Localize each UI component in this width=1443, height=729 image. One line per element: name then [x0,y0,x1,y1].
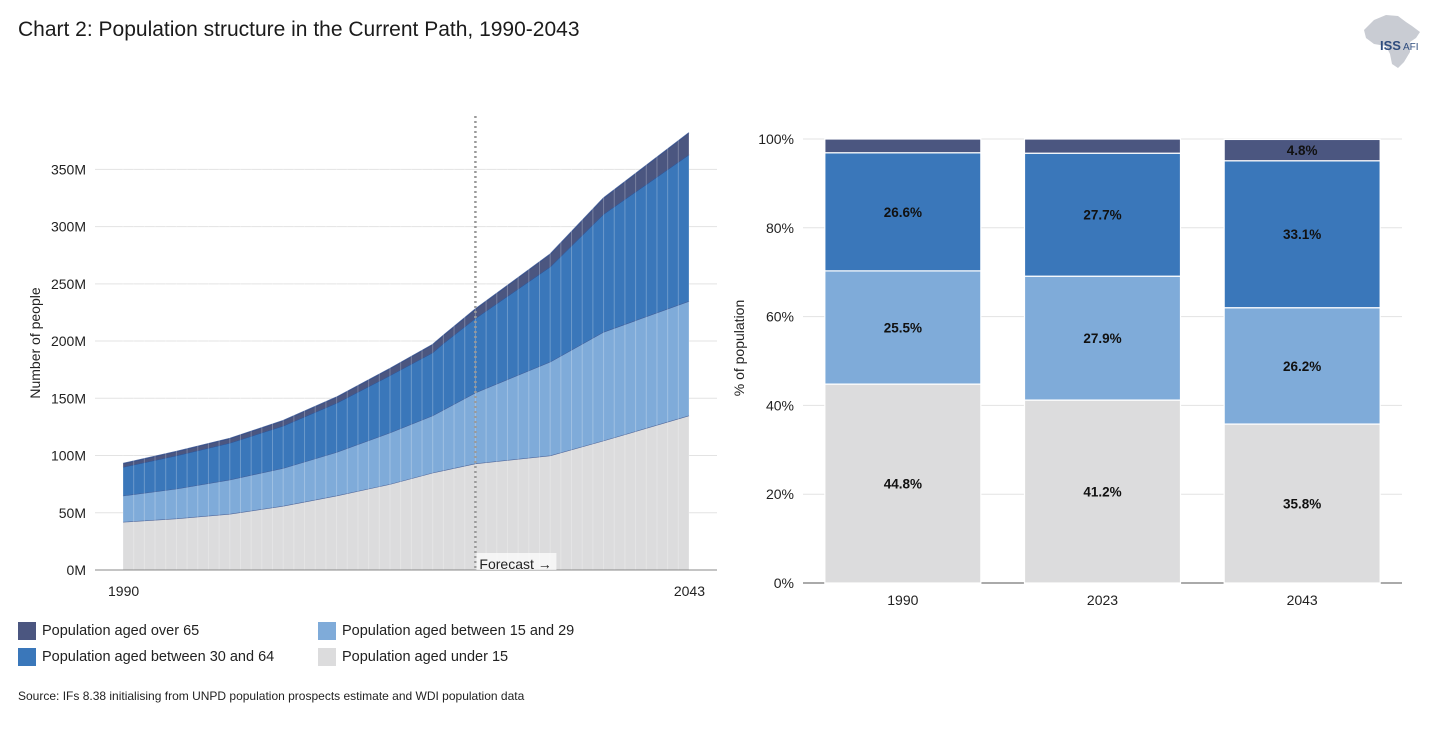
area-age30to64 [123,154,689,496]
y-tick-label: 0% [774,575,794,591]
data-label: 25.5% [884,320,922,335]
y-tick-label: 0M [67,562,86,578]
logo-main: ISS [1380,38,1401,53]
bar-segment-over65 [1023,138,1182,154]
y-tick-label: 80% [766,220,794,236]
legend-swatch-under15 [318,648,336,666]
y-tick-label: 50M [59,505,86,521]
legend-swatch-age30to64 [18,648,36,666]
source-note: Source: IFs 8.38 initialising from UNPD … [18,689,525,703]
bar-chart: 0% 20% 40% 60% 80% 100% 44.8% 25.5% 26.6% 1990 41.… [731,131,1402,608]
y-tick-label: 100M [51,448,86,464]
x-tick-label: 2043 [1287,592,1318,608]
forecast-label: Forecast → [479,556,551,572]
bar-segment-over65 [1223,138,1381,162]
legend-item-over65: Population aged over 65 [18,622,199,640]
bar-segment-age15to29 [1223,307,1381,425]
legend-item-age15to29: Population aged between 15 and 29 [318,622,574,640]
y-tick-label: 250M [51,276,86,292]
bar-segment-over65 [824,138,982,154]
legend-label: Population aged over 65 [42,623,200,639]
y-tick-label: 350M [51,161,86,177]
forecast-label-bg [476,553,557,570]
y-axis-label: % of population [731,300,747,397]
x-tick-label: 1990 [108,583,139,599]
data-label: 33.1% [1283,227,1321,242]
legend-swatch-age15to29 [318,622,336,640]
y-tick-label: 150M [51,390,86,406]
y-tick-label: 100% [758,131,794,147]
x-tick-label: 2043 [674,583,705,599]
chart-title: Chart 2: Population structure in the Cur… [18,18,580,41]
y-tick-label: 40% [766,397,794,413]
legend-item-age30to64: Population aged between 30 and 64 [18,648,274,666]
logo-sub: AFI [1402,42,1419,53]
x-tick-label: 2023 [1087,592,1118,608]
area-chart: 0M 50M 100M 150M 200M 250M 300M 350M Forecast → 1… [27,116,717,599]
data-label: 4.8% [1287,143,1318,158]
legend-label: Population aged between 30 and 64 [42,649,275,665]
bar-segment-under15 [824,383,982,584]
legend-label: Population aged under 15 [342,649,509,665]
data-label: 26.2% [1283,359,1321,374]
bar-segment-age15to29 [824,270,982,385]
y-axis-label: Number of people [27,287,43,399]
data-label: 41.2% [1083,485,1121,500]
bar-segment-age30to64 [824,152,982,272]
data-label: 27.7% [1083,208,1121,223]
area-under15 [123,415,689,570]
logo-text: ISS AFI [1380,38,1419,53]
legend-item-under15: Population aged under 15 [318,648,508,666]
legend-swatch-over65 [18,622,36,640]
bar-segment-age30to64 [1023,152,1182,277]
area-age15to29 [123,301,689,522]
area-edge-over65 [122,132,690,465]
y-tick-label: 20% [766,486,794,502]
y-tick-label: 300M [51,219,86,235]
x-tick-label: 1990 [887,592,918,608]
y-tick-label: 200M [51,333,86,349]
data-label: 44.8% [884,477,922,492]
bar-segment-under15 [1223,423,1381,584]
data-label: 26.6% [884,205,922,220]
y-tick-label: 60% [766,309,794,325]
data-label: 35.8% [1283,497,1321,512]
africa-map-icon [1364,15,1420,68]
legend-label: Population aged between 15 and 29 [342,623,575,639]
data-label: 27.9% [1083,331,1121,346]
